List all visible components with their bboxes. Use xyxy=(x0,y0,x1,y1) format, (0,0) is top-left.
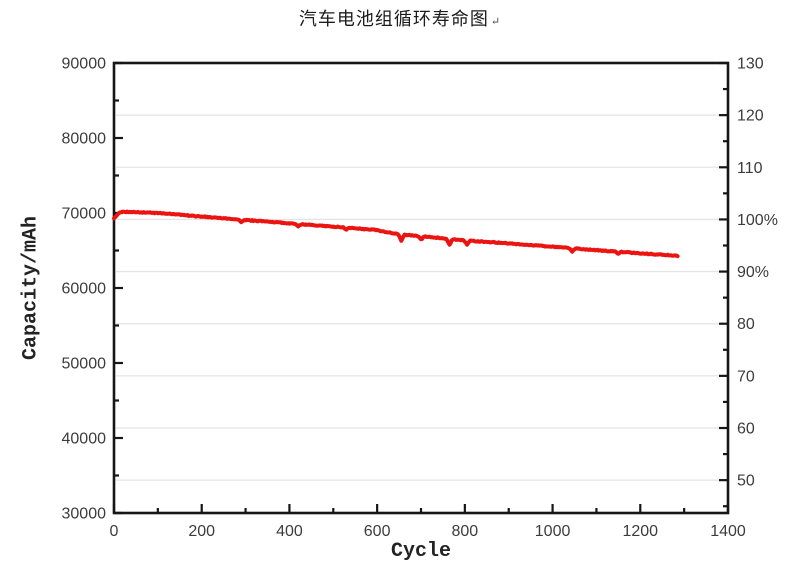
y-right-tick-label: 90% xyxy=(737,264,769,281)
y-right-tick-label: 70 xyxy=(737,368,755,385)
y-right-tick-label: 130 xyxy=(737,56,764,73)
y-right-tick-label: 120 xyxy=(737,108,764,125)
x-tick-label: 1400 xyxy=(710,523,746,540)
y-right-tick-label: 80 xyxy=(737,316,755,333)
y-right-tick-label: 100% xyxy=(737,212,778,229)
y-left-tick-label: 90000 xyxy=(62,56,107,73)
y-right-tick-label: 60 xyxy=(737,421,755,438)
y-left-tick-label: 50000 xyxy=(62,356,107,373)
chart-title: 汽车电池组循环寿命图 ↵ xyxy=(0,5,800,31)
y-left-tick-label: 40000 xyxy=(62,431,107,448)
x-tick-label: 800 xyxy=(452,523,479,540)
y-left-tick-label: 30000 xyxy=(62,506,107,523)
y-right-tick-label: 110 xyxy=(737,160,763,177)
x-tick-label: 400 xyxy=(276,523,303,540)
chart-title-text: 汽车电池组循环寿命图 xyxy=(298,9,489,29)
x-tick-label: 200 xyxy=(188,523,215,540)
y-left-tick-label: 80000 xyxy=(62,131,107,148)
y-left-tick-label: 70000 xyxy=(62,206,107,223)
x-tick-label: 1200 xyxy=(622,523,658,540)
y-left-tick-label: 60000 xyxy=(62,281,107,298)
axis-frame xyxy=(112,61,730,515)
capacity-curve xyxy=(112,209,680,259)
x-axis-title: Cycle xyxy=(390,540,451,563)
y-axis-title: Capacity/mAh xyxy=(19,215,43,361)
y-right-tick-label: 50 xyxy=(737,473,755,490)
x-tick-label: 600 xyxy=(364,523,391,540)
paragraph-return-mark-icon: ↵ xyxy=(490,16,502,28)
x-tick-label: 1000 xyxy=(535,523,571,540)
x-tick-label: 0 xyxy=(110,523,119,540)
